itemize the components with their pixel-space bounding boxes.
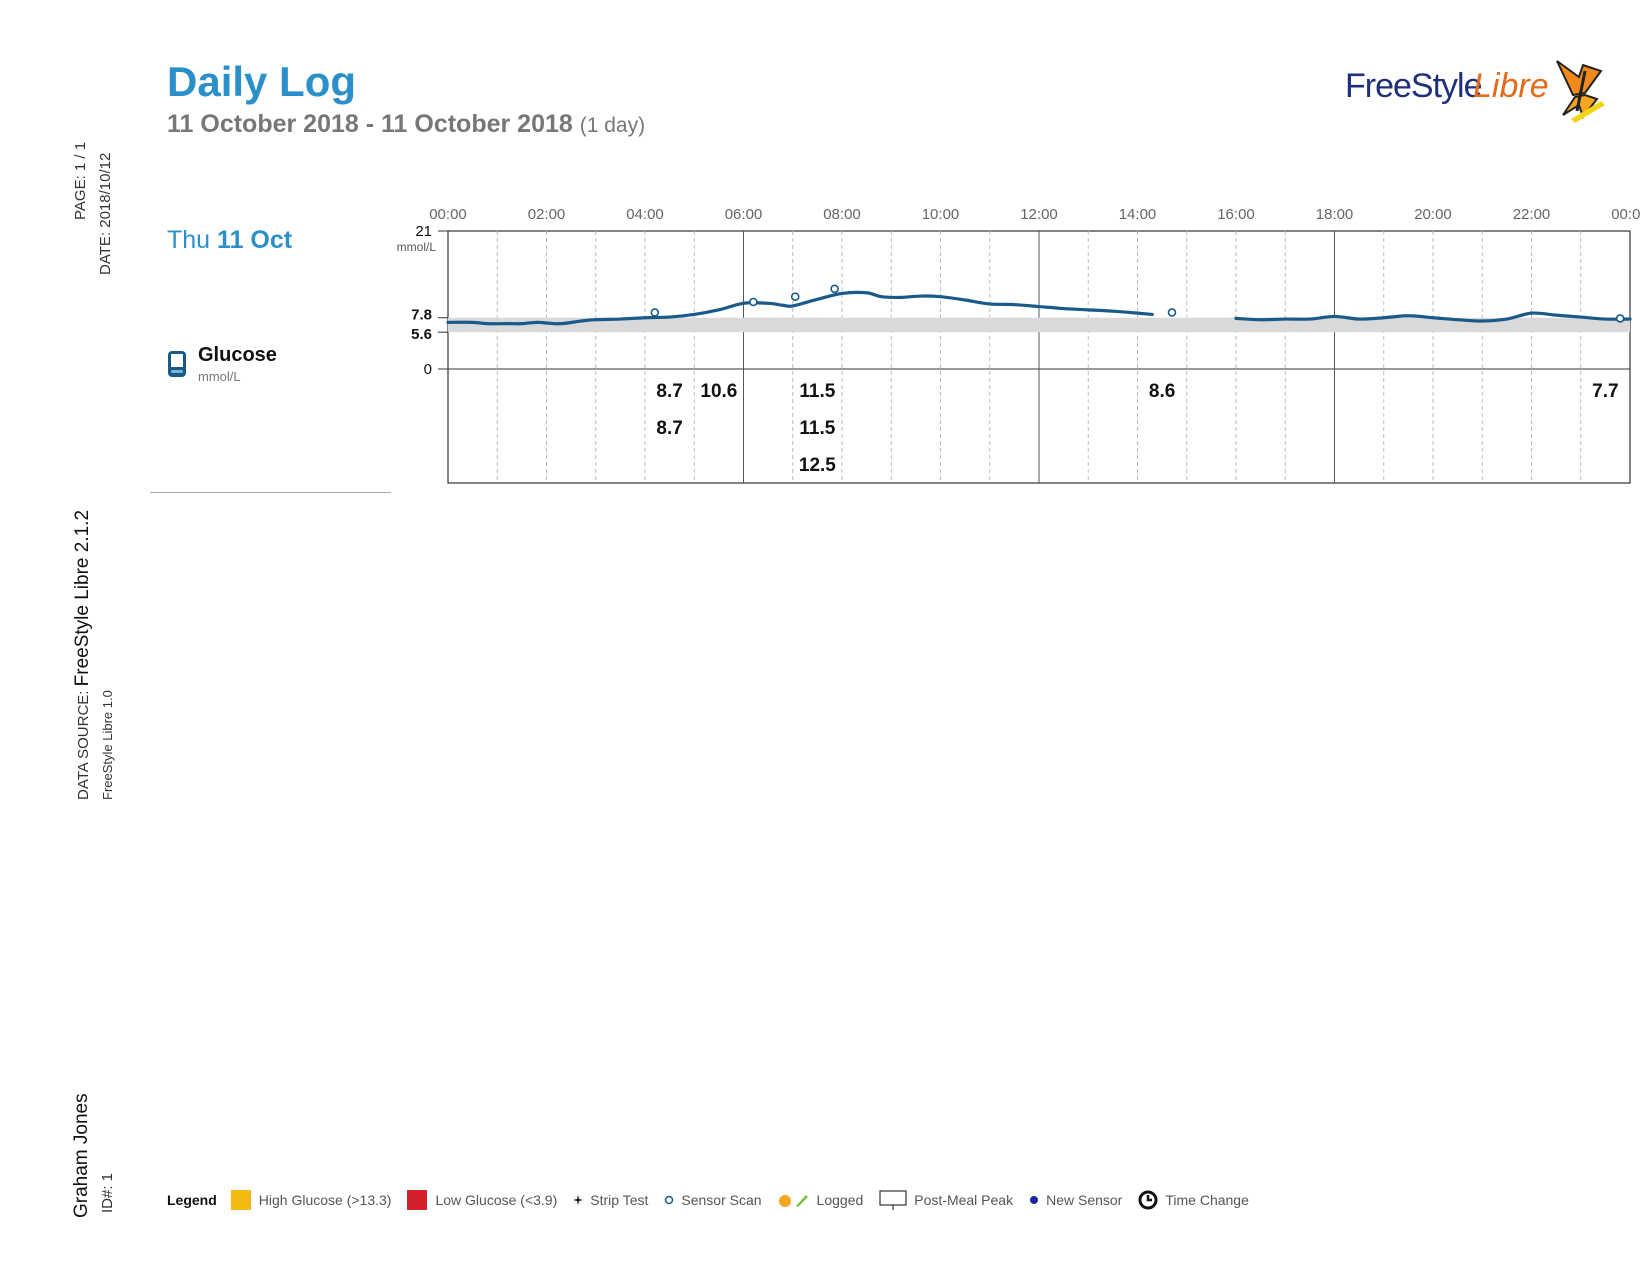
legend-post-meal-peak: Post-Meal Peak [879,1189,1013,1211]
y-tick-label: 7.8 [411,307,432,324]
target-range-band [448,317,1630,333]
x-tick-label: 12:00 [1020,206,1058,223]
sensor-scan-point [790,292,800,302]
legend-time-change: Time Change [1138,1190,1249,1210]
x-tick-label: 16:00 [1217,206,1255,223]
x-tick-label: 02:00 [528,206,566,223]
x-tick-label: 10:00 [922,206,960,223]
glucose-line-segment [1234,311,1632,323]
legend-label: Sensor Scan [681,1192,762,1208]
y-tick-label: 21 [415,223,432,240]
patient-id: ID#: 1 [99,1172,116,1213]
new-sensor-icon [1030,1196,1039,1204]
data-source-value: FreeStyle Libre 2.1.2 [72,509,93,687]
glucose-value-label: 8.6 [1149,381,1175,402]
glucose-chart: 00:00 02:00 04:00 06:00 08:00 10:00 12:00 14:00… [397,206,1640,484]
x-tick-label: 06:00 [725,206,763,223]
chart-labels: 00:00 02:00 04:00 06:00 08:00 10:00 12:00 14:00… [397,206,1640,476]
legend-strip-test: Strip Test [573,1192,648,1208]
legend-label: New Sensor [1046,1192,1123,1208]
legend-sensor-scan: Sensor Scan [664,1192,762,1208]
target-band [448,317,1630,333]
legend-label: High Glucose (>13.3) [258,1192,392,1208]
x-tick-label: 18:00 [1316,206,1354,223]
legend-new-sensor: New Sensor [1029,1192,1122,1208]
legend-low-glucose: Low Glucose (<3.9) [407,1190,557,1210]
x-tick-label: 08:00 [823,206,861,223]
post-meal-peak-icon [879,1190,907,1210]
glucose-label: Glucose [198,344,277,366]
logo-word-libre: Libre [1473,67,1549,105]
date-range-text: 11 October 2018 - 11 October 2018 [167,110,573,138]
high-glucose-swatch [230,1190,251,1210]
x-tick-label: 00:00 [429,206,467,223]
x-tick-label: 20:00 [1414,206,1452,223]
page-title: Daily Log [167,58,357,105]
glucose-unit: mmol/L [198,369,241,384]
report-date: DATE: 2018/10/12 [97,152,114,275]
glucose-value-label: 11.5 [799,381,835,402]
legend-label: Time Change [1165,1192,1249,1208]
section-divider [150,492,391,493]
legend-high-glucose: High Glucose (>13.3) [230,1190,392,1210]
data-source: DATA SOURCE: FreeStyle Libre 2.1.2 [72,510,94,800]
glucose-line-segment [446,290,1154,326]
freestyle-libre-logo: FreeStyle Libre [1345,55,1615,125]
y-unit-label: mmol/L [397,240,437,254]
day-date: 11 Oct [217,226,293,254]
butterfly-icon [1556,60,1605,123]
data-source-sub: FreeStyle Libre 1.0 [100,690,115,800]
legend-label: Logged [816,1192,864,1208]
strip-test-icon [573,1195,584,1205]
sensor-scan-point [1615,314,1625,323]
glucose-value-label: 8.7 [656,418,682,439]
legend-logged: Logged [778,1192,864,1208]
glucose-value-label: 12.5 [799,455,836,476]
day-label: Thu 11 Oct [167,226,292,255]
date-range: 11 October 2018 - 11 October 2018 (1 day… [167,110,645,139]
glucose-value-label: 7.7 [1592,381,1618,402]
sensor-scan-point [650,308,660,317]
patient-name: Graham Jones [71,1093,92,1218]
logo-word-freestyle: FreeStyle [1345,67,1482,105]
glucose-value-label: 8.7 [656,381,682,402]
chart-grid [447,230,1631,484]
sensor-scan-markers [650,284,1625,323]
time-change-icon [1138,1190,1158,1210]
data-source-label: DATA SOURCE: [75,690,92,800]
logged-icon [778,1195,808,1207]
sensor-scan-point [1167,308,1177,317]
legend: Legend High Glucose (>13.3) Low Glucose … [167,1188,1265,1212]
x-tick-label: 22:00 [1513,206,1551,223]
x-tick-label: 14:00 [1119,206,1157,223]
legend-label: Post-Meal Peak [914,1192,1014,1208]
sensor-scan-icon [665,1195,674,1205]
glucose-value-label: 10.6 [700,381,737,402]
glucose-meter-icon [168,351,186,377]
sensor-scan-point [830,284,839,294]
glucose-trace [446,290,1632,326]
legend-label: Low Glucose (<3.9) [435,1192,558,1208]
x-tick-label: 00:00 [1611,206,1640,223]
y-tick-label: 5.6 [411,326,432,343]
legend-title: Legend [167,1192,217,1208]
page-number: PAGE: 1 / 1 [72,141,89,220]
date-span: (1 day) [579,114,646,137]
day-weekday: Thu [167,226,211,254]
sensor-scan-point [749,297,758,307]
legend-label: Strip Test [590,1192,649,1208]
glucose-value-label: 11.5 [799,418,835,439]
y-tick-label: 0 [424,361,432,378]
x-tick-label: 04:00 [626,206,664,223]
low-glucose-swatch [407,1190,428,1210]
